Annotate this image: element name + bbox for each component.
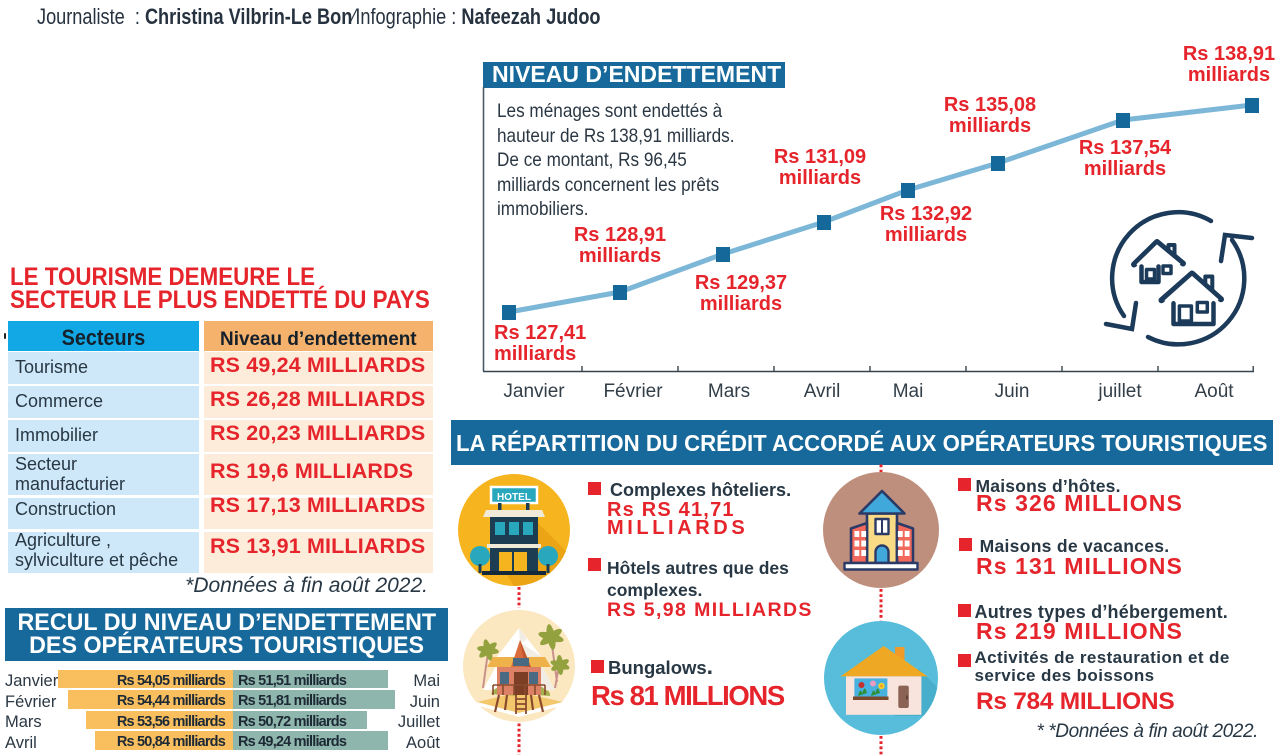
svg-text:HOTEL: HOTEL bbox=[497, 492, 531, 503]
